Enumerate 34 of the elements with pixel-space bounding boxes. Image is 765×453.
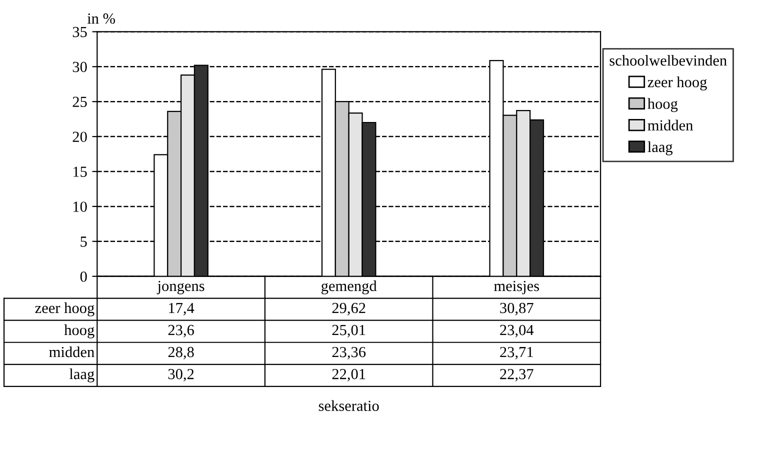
data-label: 23,6	[168, 324, 194, 338]
y-axis-title: in %	[87, 13, 115, 24]
data-label: 30,2	[168, 368, 194, 382]
text: sekseratio	[318, 400, 379, 412]
y-tick-label: 0	[80, 271, 87, 282]
data-label: 22,01	[332, 368, 366, 382]
legend-label: hoog	[648, 98, 678, 112]
legend-label: midden	[648, 120, 693, 131]
y-tick-label: 30	[72, 62, 87, 72]
x-tick-label: jongens	[156, 280, 204, 294]
data-label: 23,71	[500, 346, 533, 360]
data-label: 28,8	[168, 346, 194, 360]
legend-label: laag	[648, 141, 673, 156]
y-tick-label: 15	[74, 166, 87, 177]
y-tick-label: 35	[72, 26, 87, 38]
legend-label: zeer hoog	[648, 76, 707, 90]
y-tick-label: 5	[80, 236, 87, 247]
data-label: 23,04	[500, 324, 534, 338]
y-tick-label: 10	[74, 202, 87, 212]
text: laag	[69, 368, 94, 382]
data-label: 17,4	[169, 302, 194, 316]
y-tick-label: 25	[72, 96, 87, 108]
data-label: 29,62	[332, 302, 366, 316]
data-label: 25,01	[332, 324, 366, 338]
x-tick-label: meisjes	[494, 280, 539, 294]
x-tick-label: gemengd	[321, 280, 377, 294]
text: hoog	[64, 324, 94, 338]
legend-title: schoolwelbevinden	[610, 54, 727, 66]
text: midden	[49, 346, 94, 358]
data-label: 30,87	[500, 302, 534, 316]
y-tick-label: 20	[72, 132, 87, 142]
data-label: 22,37	[500, 368, 534, 382]
text: zeer hoog	[35, 302, 94, 316]
data-label: 23,36	[332, 346, 366, 360]
